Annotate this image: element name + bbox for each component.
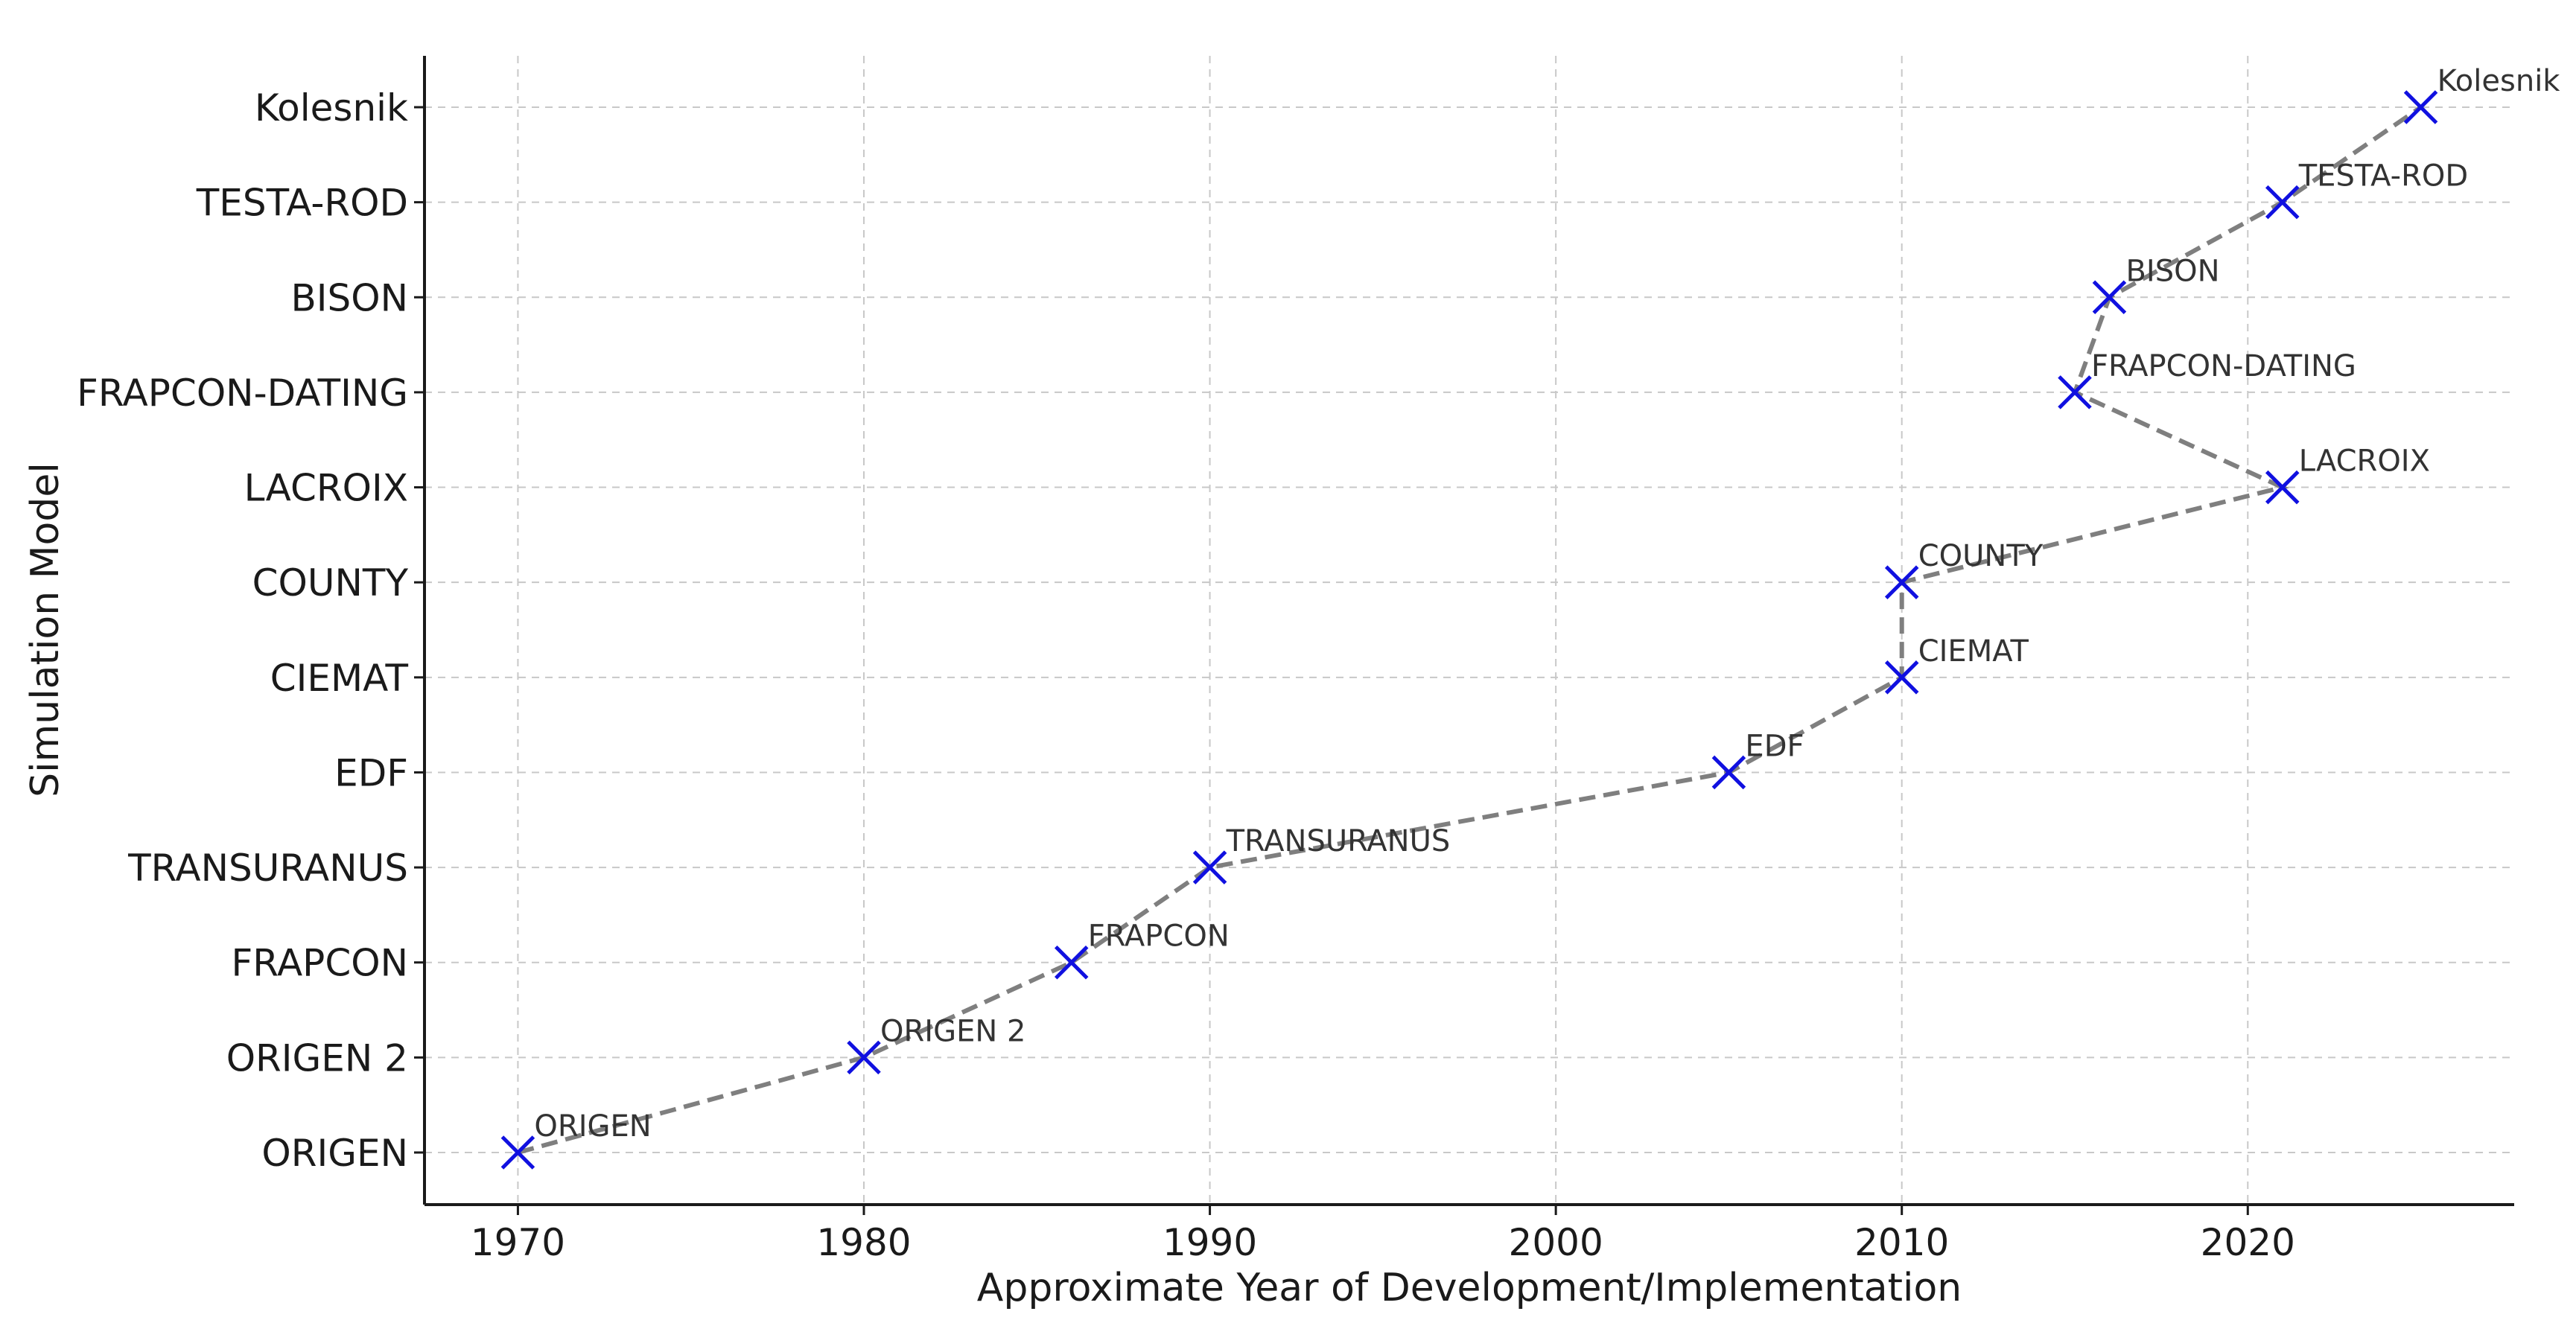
y-tick-label: FRAPCON: [232, 942, 409, 985]
data-label: EDF: [1745, 729, 1804, 763]
y-tick-label: TRANSURANUS: [127, 847, 408, 890]
x-tick-label: 1970: [471, 1221, 565, 1264]
data-label: TESTA-ROD: [2298, 159, 2468, 194]
data-point: [1192, 850, 1227, 884]
data-point: [1884, 660, 1919, 695]
series-line: [517, 105, 2423, 1155]
data-point: [2403, 90, 2438, 124]
data-points: [500, 90, 2438, 1170]
data-point: [2092, 280, 2127, 315]
data-label: LACROIX: [2299, 444, 2430, 479]
data-label: CIEMAT: [1918, 634, 2029, 669]
y-axis-title: Simulation Model: [23, 462, 68, 797]
axes: [423, 56, 2514, 1206]
y-tick-label: BISON: [290, 276, 408, 319]
x-tick-label: 1980: [816, 1221, 911, 1264]
data-point: [847, 1040, 881, 1075]
data-point: [1711, 755, 1746, 790]
data-label: BISON: [2125, 254, 2219, 288]
y-tick-label: LACROIX: [244, 467, 408, 510]
data-point: [2265, 185, 2300, 220]
data-label: FRAPCON: [1088, 919, 1230, 954]
x-tick-label: 2000: [1509, 1221, 1603, 1264]
y-tick-label: Kolesnik: [255, 86, 408, 130]
y-tick-label: CIEMAT: [270, 657, 409, 700]
y-tick-label: ORIGEN 2: [226, 1036, 408, 1080]
data-labels: ORIGEN ORIGEN 2 FRAPCON TRANSURANUS EDF CIEMA…: [534, 64, 2560, 1144]
x-axis-ticks: 1970 1980 1990 2000 2010 2020: [471, 1205, 2295, 1264]
data-point: [1884, 565, 1919, 599]
data-label: COUNTY: [1918, 539, 2044, 573]
y-tick-label: FRAPCON-DATING: [77, 372, 408, 415]
data-label: FRAPCON-DATING: [2091, 349, 2356, 383]
data-label: Kolesnik: [2437, 64, 2561, 98]
data-point: [500, 1135, 535, 1170]
y-tick-label: EDF: [334, 751, 408, 794]
y-axis-ticks: ORIGEN ORIGEN 2 FRAPCON TRANSURANUS EDF CIEMA…: [77, 86, 424, 1175]
grid: [424, 56, 2514, 1205]
y-tick-label: ORIGEN: [261, 1132, 408, 1175]
x-tick-label: 2020: [2201, 1221, 2295, 1264]
data-point: [1054, 945, 1089, 980]
x-tick-label: 2010: [1854, 1221, 1949, 1264]
data-label: ORIGEN 2: [880, 1014, 1025, 1048]
data-point: [2058, 375, 2092, 409]
y-tick-label: COUNTY: [252, 561, 409, 605]
data-label: ORIGEN: [534, 1109, 651, 1144]
data-label: TRANSURANUS: [1226, 824, 1451, 858]
data-point: [2265, 470, 2300, 505]
x-tick-label: 1990: [1163, 1221, 1257, 1264]
y-tick-label: TESTA-ROD: [196, 182, 408, 225]
x-axis-title: Approximate Year of Development/Implemen…: [977, 1266, 1962, 1310]
